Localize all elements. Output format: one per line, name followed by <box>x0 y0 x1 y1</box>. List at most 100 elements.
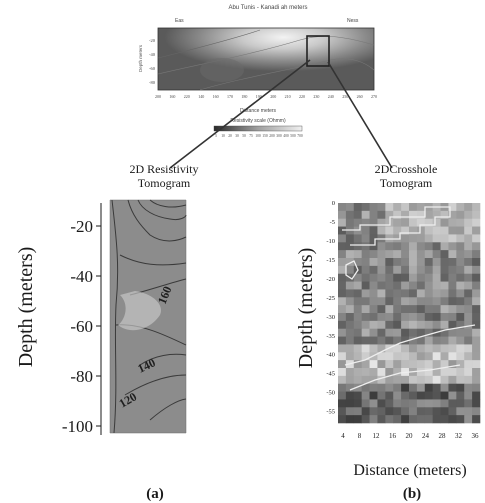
tomogram-cell <box>393 375 402 385</box>
tomogram-cell <box>345 234 355 243</box>
tomogram-cell <box>385 210 394 220</box>
tomogram-cell <box>377 210 386 220</box>
panel-b-xtick-label: 8 <box>358 432 362 440</box>
tomogram-cell <box>424 289 433 298</box>
tomogram-cell <box>361 415 370 424</box>
panel-a-ytick-label: -20 <box>70 217 93 236</box>
tomogram-cell <box>440 226 449 235</box>
tomogram-cell <box>393 352 402 361</box>
tomogram-cell <box>432 258 441 267</box>
tomogram-cell <box>353 297 362 306</box>
tomogram-cell <box>369 265 378 275</box>
tomogram-cell <box>424 210 433 220</box>
tomogram-cell <box>456 281 465 290</box>
tomogram-cell <box>361 383 370 392</box>
panel-b-xtick-label: 4 <box>341 432 345 440</box>
tomogram-cell <box>353 234 362 243</box>
tomogram-cell <box>464 352 473 361</box>
tomogram-cell <box>472 328 481 337</box>
tomogram-cell <box>338 273 347 282</box>
tomogram-cell <box>416 281 426 290</box>
tomogram-cell <box>361 399 370 408</box>
tomogram-cell <box>401 289 410 298</box>
tomogram-cell <box>448 234 457 243</box>
tomogram-cell <box>456 383 465 392</box>
tomogram-cell <box>472 399 481 408</box>
tomogram-cell <box>393 250 402 259</box>
tomogram-cell <box>361 218 370 227</box>
panel-b-xtick-label: 28 <box>439 432 447 440</box>
tomogram-cell <box>409 242 418 251</box>
tomogram-cell <box>456 305 465 314</box>
tomogram-cell <box>416 328 426 337</box>
tomogram-cell <box>345 415 355 424</box>
tomogram-cell <box>416 391 426 400</box>
colorbar-label: Resistivity scale (Ohmm) <box>230 118 286 124</box>
tomogram-cell <box>369 344 378 353</box>
tomogram-cell <box>464 234 473 243</box>
tomogram-cell <box>401 234 410 243</box>
tomogram-cell <box>385 258 394 267</box>
tomogram-cell <box>448 375 457 385</box>
tomogram-cell <box>416 352 426 361</box>
section-ytick-label: -60 <box>149 66 156 71</box>
tomogram-cell <box>385 368 394 377</box>
tomogram-cell <box>456 344 465 353</box>
tomogram-cell <box>369 368 378 377</box>
tomogram-cell <box>401 320 410 330</box>
tomogram-cell <box>432 336 441 345</box>
tomogram-cell <box>393 320 402 330</box>
tomogram-cell <box>448 203 457 212</box>
tomogram-cell <box>448 415 457 424</box>
tomogram-cell <box>456 273 465 282</box>
tomogram-cell <box>424 297 433 306</box>
tomogram-cell <box>385 336 394 345</box>
tomogram-cell <box>416 305 426 314</box>
tomogram-cell <box>369 320 378 330</box>
section-xtick-label: 180 <box>241 94 247 99</box>
tomogram-cell <box>416 218 426 227</box>
tomogram-cell <box>345 407 355 416</box>
callout-left-label: 2D Resistivity Tomogram <box>129 162 199 190</box>
tomogram-cell <box>338 320 347 330</box>
panel-a-ytick-label: -60 <box>70 317 93 336</box>
tomogram-cell <box>369 399 378 408</box>
tomogram-cell <box>353 368 362 377</box>
tomogram-cell <box>353 344 362 353</box>
tomogram-cell <box>448 328 457 337</box>
tomogram-cell <box>432 273 441 282</box>
tomogram-cell <box>377 281 386 290</box>
tomogram-cell <box>440 415 449 424</box>
tomogram-cell <box>409 305 418 314</box>
tomogram-cell <box>440 305 449 314</box>
tomogram-cell <box>385 265 394 275</box>
tomogram-cell <box>409 391 418 400</box>
panel-b-xtick-label: 16 <box>389 432 397 440</box>
tomogram-cell <box>448 281 457 290</box>
tomogram-cell <box>472 383 481 392</box>
tomogram-cell <box>432 281 441 290</box>
tomogram-cell <box>456 289 465 298</box>
tomogram-cell <box>464 281 473 290</box>
tomogram-cell <box>464 399 473 408</box>
tomogram-cell <box>393 360 402 369</box>
tomogram-cell <box>424 391 433 400</box>
tomogram-cell <box>440 265 449 275</box>
tomogram-cell <box>464 391 473 400</box>
tomogram-cell <box>393 265 402 275</box>
tomogram-cell <box>440 383 449 392</box>
tomogram-cell <box>440 313 449 322</box>
tomogram-cell <box>472 265 481 275</box>
tomogram-cell <box>472 273 481 282</box>
tomogram-cell <box>472 281 481 290</box>
tomogram-cell <box>432 352 441 361</box>
tomogram-cell <box>345 250 355 259</box>
tomogram-cell <box>432 265 441 275</box>
tomogram-cell <box>338 352 347 361</box>
tomogram-cell <box>361 360 370 369</box>
tomogram-cell <box>401 360 410 369</box>
tomogram-cell <box>416 226 426 235</box>
tomogram-cell <box>353 328 362 337</box>
tomogram-cell <box>345 320 355 330</box>
tomogram-cell <box>361 203 370 212</box>
